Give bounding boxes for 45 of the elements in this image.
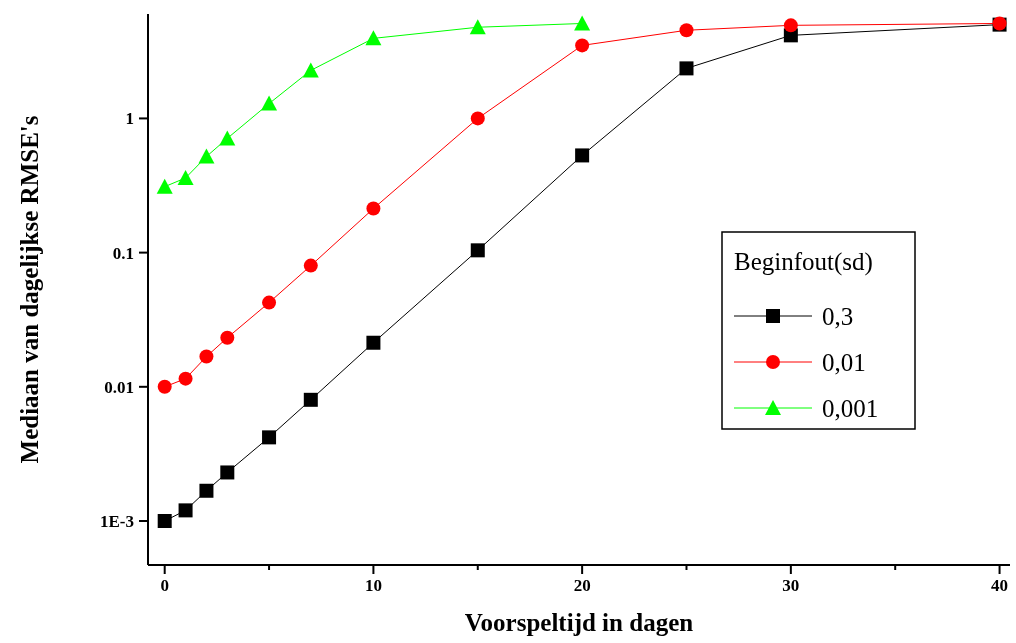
x-tick-label: 20 <box>573 576 591 595</box>
point <box>783 18 798 33</box>
y-axis-title: Mediaan van dagelijkse RMSE's <box>16 115 43 464</box>
x-tick-label: 40 <box>991 576 1009 595</box>
point <box>262 295 277 310</box>
point <box>303 392 318 407</box>
point <box>679 61 694 76</box>
point <box>199 483 214 498</box>
legend-label: 0,001 <box>822 395 879 422</box>
legend-title: Beginfout(sd) <box>734 248 873 276</box>
point <box>366 335 381 350</box>
point <box>365 30 382 46</box>
point <box>366 201 381 216</box>
point <box>575 148 590 163</box>
point <box>574 15 591 31</box>
point <box>177 169 194 185</box>
point <box>302 62 319 78</box>
point <box>220 330 235 345</box>
legend-label: 0,3 <box>822 303 854 330</box>
point <box>303 258 318 273</box>
point <box>575 38 590 53</box>
x-axis-title: Voorspeltijd in dagen <box>464 609 694 636</box>
y-tick-label: 0.01 <box>104 377 134 397</box>
point <box>157 514 172 528</box>
point <box>178 371 193 386</box>
y-tick-label: 0.1 <box>112 243 134 263</box>
point <box>157 379 172 394</box>
point <box>470 243 485 258</box>
x-tick-label: 10 <box>364 576 382 595</box>
point <box>178 503 193 518</box>
point <box>679 23 694 38</box>
point <box>199 349 214 364</box>
point <box>198 148 215 164</box>
point <box>469 19 486 35</box>
x-tick-label: 0 <box>160 576 169 595</box>
y-tick-label: 1E-3 <box>100 512 134 531</box>
point <box>220 465 235 480</box>
point <box>262 430 277 445</box>
point <box>219 130 236 146</box>
legend-label: 0,01 <box>822 349 866 376</box>
point <box>156 178 173 194</box>
point <box>261 95 278 111</box>
point <box>470 111 485 126</box>
y-tick-label: 1 <box>125 109 134 129</box>
x-tick-label: 30 <box>782 576 800 595</box>
